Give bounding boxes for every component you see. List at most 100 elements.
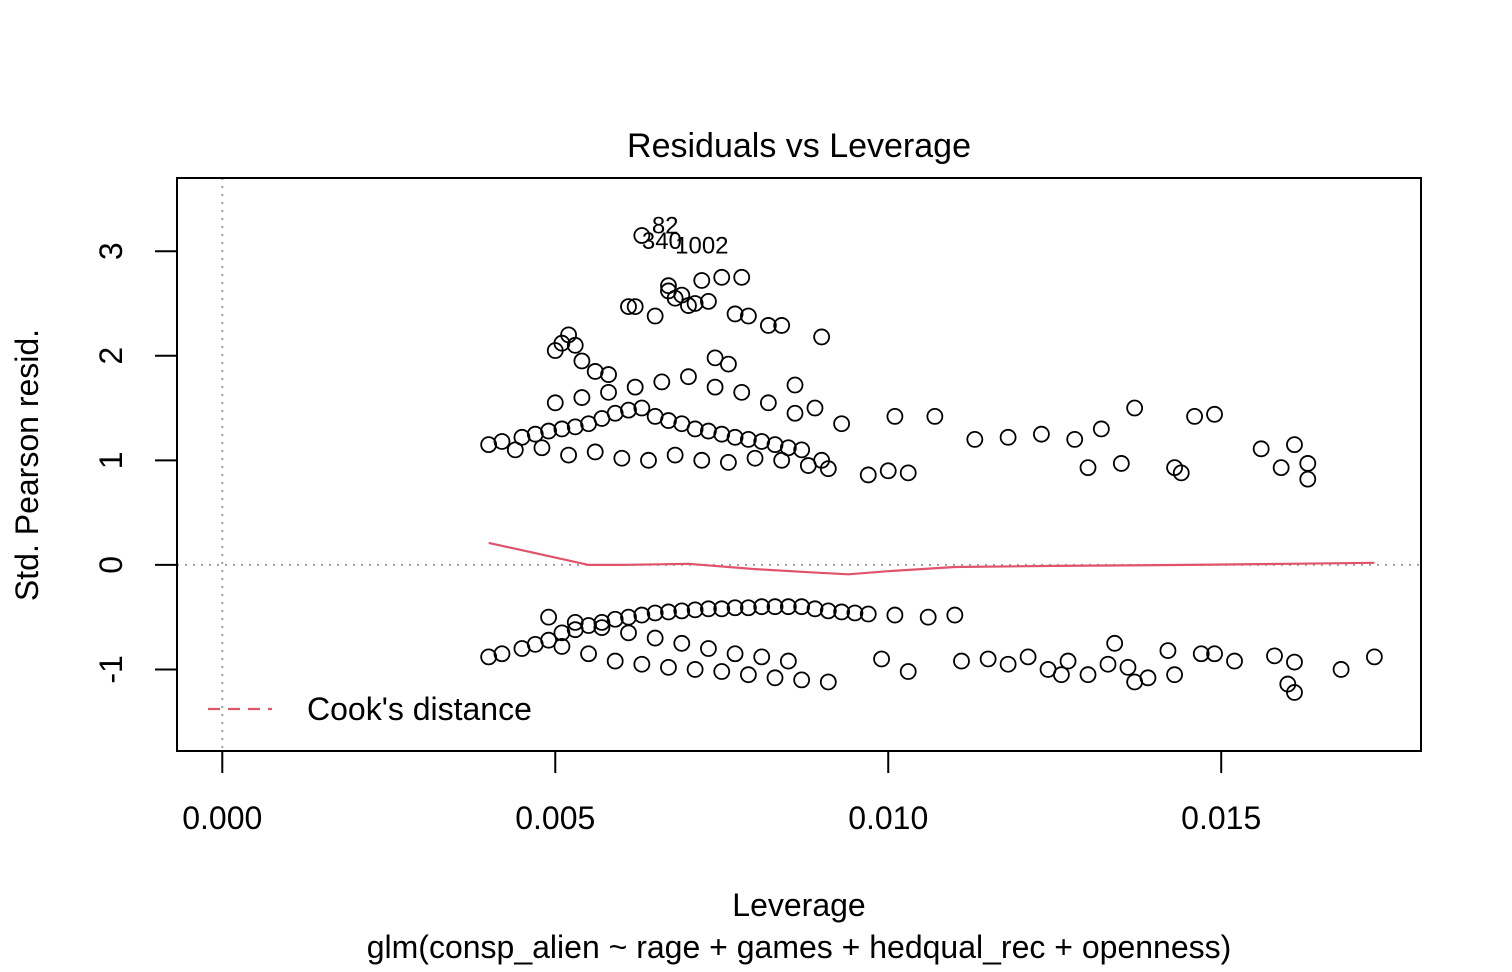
data-point (553, 334, 571, 352)
data-point (1079, 459, 1097, 477)
data-point (566, 613, 584, 631)
data-point (693, 451, 711, 469)
data-point (766, 669, 784, 687)
data-point (533, 439, 551, 457)
x-tick-label: 0.015 (1181, 800, 1261, 836)
data-point (713, 600, 731, 618)
data-point (1286, 436, 1303, 454)
data-point (739, 431, 757, 448)
data-point (1059, 652, 1077, 670)
reference-lines (177, 178, 1421, 751)
data-point (1206, 645, 1223, 663)
data-point (1186, 408, 1203, 425)
data-point (1033, 425, 1050, 443)
data-point (1299, 455, 1317, 472)
data-point (480, 648, 498, 666)
point-label: 1002 (675, 232, 728, 259)
data-point (833, 415, 851, 433)
data-point (646, 629, 664, 647)
data-point (733, 383, 751, 401)
y-tick-label: 1 (93, 451, 129, 469)
data-point (753, 648, 771, 666)
data-points (480, 227, 1383, 701)
data-point (620, 401, 637, 419)
data-point (686, 661, 704, 678)
data-point (739, 666, 757, 684)
data-point (493, 433, 511, 450)
data-point (653, 373, 671, 391)
data-point (660, 658, 677, 676)
x-tick-label: 0.005 (515, 800, 595, 836)
data-point (693, 272, 711, 289)
data-point (713, 663, 731, 680)
data-point (560, 446, 577, 464)
data-point (886, 408, 904, 425)
data-point (1079, 666, 1097, 684)
data-point (1166, 666, 1183, 684)
data-point (593, 619, 611, 637)
data-point (566, 336, 584, 354)
data-point (879, 462, 897, 480)
data-point (726, 305, 744, 323)
data-point (999, 428, 1017, 446)
data-point (686, 295, 704, 312)
data-point (953, 652, 970, 670)
data-point (759, 317, 777, 334)
data-point (919, 608, 937, 626)
smoother-line (488, 541, 1375, 576)
data-point (786, 404, 804, 422)
data-point (573, 352, 591, 370)
data-point (646, 307, 664, 325)
legend: Cook's distance (208, 691, 532, 727)
data-point (819, 602, 837, 620)
data-point (813, 451, 831, 469)
y-tick-label: 0 (93, 556, 129, 574)
data-point (540, 608, 558, 626)
data-point (753, 433, 771, 450)
data-point (779, 652, 797, 670)
data-point (493, 645, 511, 663)
data-point (726, 428, 744, 446)
data-point (620, 624, 637, 642)
x-tick-label: 0.000 (182, 800, 262, 836)
point-label: 82 (652, 213, 679, 240)
data-point (1019, 648, 1037, 666)
data-point (1206, 405, 1223, 423)
data-point (739, 307, 757, 325)
data-point (833, 603, 851, 621)
data-point (700, 422, 717, 440)
data-point (586, 363, 604, 380)
x-axis-label: Leverage (732, 887, 865, 923)
x-axis: 0.000 0.005 0.010 0.015 (182, 750, 1261, 836)
data-point (673, 602, 691, 620)
data-point (726, 645, 744, 663)
data-point (1099, 655, 1117, 673)
data-point (1092, 420, 1110, 438)
data-point (1106, 634, 1124, 652)
data-point (600, 383, 617, 401)
data-point (1066, 431, 1084, 448)
data-point (680, 368, 697, 386)
data-point (666, 446, 684, 464)
data-point (706, 378, 724, 396)
data-point (633, 399, 651, 417)
data-point (720, 454, 737, 471)
data-point (766, 436, 784, 454)
data-point (1126, 673, 1144, 691)
point-label: 340 (642, 228, 682, 255)
data-point (873, 650, 890, 668)
data-point (620, 298, 637, 316)
data-point (1052, 666, 1070, 684)
data-point (606, 610, 624, 628)
data-point (793, 441, 811, 459)
data-point (859, 605, 877, 623)
data-point (813, 328, 831, 346)
smoother-path (488, 541, 1375, 576)
data-point (846, 604, 864, 622)
y-tick-label: 3 (93, 242, 129, 260)
data-point (546, 394, 564, 412)
data-point (1159, 642, 1177, 660)
data-point (673, 634, 691, 652)
data-point (1266, 647, 1283, 665)
